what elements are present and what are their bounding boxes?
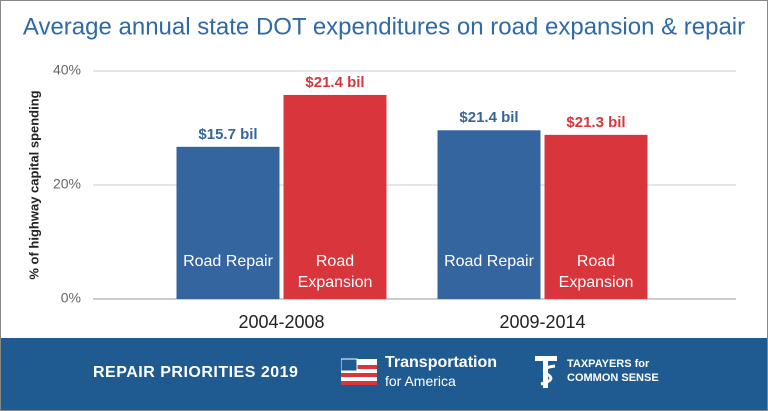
- bar: [176, 146, 280, 299]
- bar-label: Road Repair: [183, 253, 273, 270]
- chart-title: Average annual state DOT expenditures on…: [23, 13, 745, 40]
- logo-tagline: for America: [385, 373, 456, 389]
- bar-label: Road Expansion: [558, 253, 634, 291]
- bar-label: Road Repair: [444, 253, 534, 270]
- tcs-logo: [535, 356, 557, 388]
- bar: [544, 134, 648, 299]
- logo-name: TAXPAYERS for: [567, 358, 650, 370]
- y-tick-label: 40%: [53, 62, 81, 78]
- y-tick-label: 20%: [53, 176, 81, 192]
- bar-annotation: $21.3 bil: [566, 114, 625, 131]
- bar-annotation: $21.4 bil: [459, 109, 518, 126]
- chart: Average annual state DOT expenditures on…: [23, 13, 745, 332]
- footer-title: REPAIR PRIORITIES 2019: [93, 364, 299, 381]
- y-tick-label: 0%: [61, 290, 81, 306]
- bar: [437, 130, 541, 299]
- flag-logo: [341, 358, 377, 385]
- bar-annotation: $21.4 bil: [305, 74, 364, 91]
- bar-annotation: $15.7 bil: [198, 126, 257, 143]
- x-tick-label: 2009-2014: [499, 312, 585, 332]
- bar: [283, 94, 387, 299]
- logo-tagline: COMMON SENSE: [567, 372, 659, 384]
- bar-label: Road Expansion: [297, 253, 373, 291]
- logo-name: Transportation: [385, 354, 498, 371]
- footer: REPAIR PRIORITIES 2019 Transportation fo…: [1, 338, 767, 410]
- y-axis-label: % of highway capital spending: [26, 90, 41, 279]
- x-tick-label: 2004-2008: [238, 312, 324, 332]
